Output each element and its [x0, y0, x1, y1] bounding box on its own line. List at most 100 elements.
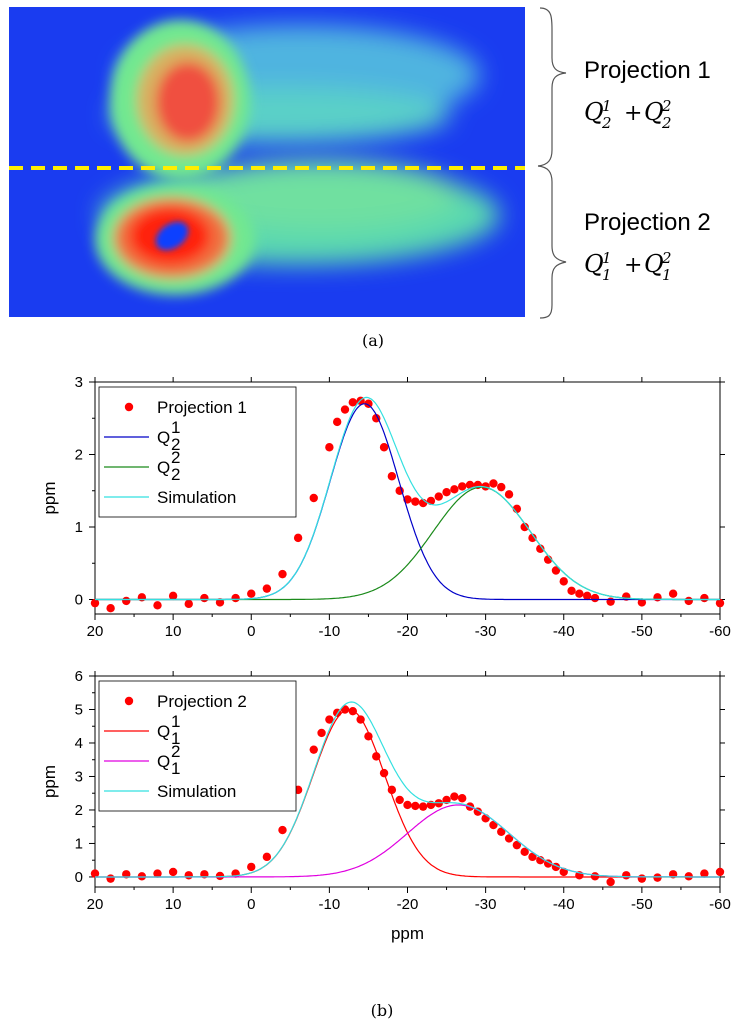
- data-point: [700, 593, 709, 603]
- data-point: [715, 867, 725, 877]
- data-point: [247, 862, 256, 872]
- y-tick-label: 4: [75, 735, 83, 752]
- data-point: [684, 596, 693, 606]
- data-point: [184, 599, 193, 609]
- x-tick-label: -30: [475, 896, 497, 913]
- data-point: [520, 847, 529, 857]
- legend-label-sub: 2: [171, 435, 180, 454]
- data-point: [715, 598, 725, 608]
- formula-term-sup: 2: [661, 97, 672, 115]
- projection-2-formula: Q 1 1 + Q 2 1: [584, 249, 672, 284]
- data-point: [512, 840, 522, 850]
- legend-label-sup: 1: [171, 712, 180, 731]
- data-point: [536, 544, 545, 553]
- data-point: [457, 794, 467, 803]
- formula-term-base: Q: [644, 98, 664, 126]
- data-point: [668, 589, 678, 598]
- data-point: [247, 589, 256, 598]
- projection-1-title: Projection 1: [584, 57, 711, 84]
- x-tick-label: -20: [397, 896, 419, 913]
- legend-label: Q: [157, 752, 170, 771]
- data-point: [590, 872, 600, 881]
- y-tick-label: 0: [75, 592, 83, 609]
- data-point: [106, 874, 115, 883]
- formula-term-base: Q: [584, 98, 604, 126]
- chart-panel: 20 10 0 -10 -20 -30 -40 -50 -600123ppmProjection…: [40, 374, 731, 1020]
- data-point: [489, 479, 498, 488]
- x-tick-label: -50: [631, 896, 653, 913]
- y-tick-label: 2: [75, 447, 83, 464]
- y-tick-label: 0: [75, 869, 83, 886]
- data-point: [590, 593, 600, 603]
- data-point: [90, 869, 100, 878]
- y-tick-label: 5: [75, 701, 83, 718]
- heatmap-core: [155, 221, 189, 251]
- data-point: [332, 417, 342, 427]
- fit-curve: [95, 701, 720, 878]
- legend-label: Projection 2: [157, 692, 247, 711]
- data-point: [582, 591, 592, 601]
- data-point: [348, 398, 358, 407]
- y-tick-label: 6: [75, 668, 83, 685]
- data-point: [700, 869, 709, 878]
- data-point: [364, 399, 373, 408]
- data-point: [520, 522, 529, 532]
- x-tick-label: -40: [553, 623, 575, 640]
- legend-label: Q: [157, 428, 170, 447]
- data-point: [137, 872, 147, 881]
- data-point: [684, 872, 693, 881]
- data-point: [231, 593, 240, 603]
- data-point: [450, 485, 459, 494]
- legend-marker: [124, 402, 134, 412]
- data-point: [90, 598, 100, 608]
- x-tick-label: 20: [87, 896, 104, 913]
- formula-term-sub: 2: [601, 114, 612, 132]
- data-point: [168, 591, 178, 601]
- data-point: [153, 601, 162, 610]
- formula-term-base: Q: [644, 250, 664, 278]
- y-tick-label: 1: [75, 519, 83, 536]
- legend-label: Q: [157, 722, 170, 741]
- formula-term-sub: 2: [661, 114, 672, 132]
- data-point: [442, 795, 451, 805]
- data-point: [153, 869, 162, 878]
- chart-projection-1: 20 10 0 -10 -20 -30 -40 -50 -600123ppmProjection…: [40, 374, 731, 640]
- data-point: [379, 443, 389, 452]
- x-tick-label: 0: [247, 896, 255, 913]
- data-point: [504, 490, 514, 499]
- formula-plus: +: [624, 101, 642, 126]
- data-point: [653, 873, 662, 882]
- legend-label: Simulation: [157, 488, 236, 507]
- data-point: [489, 820, 498, 830]
- formula-term-sub: 1: [602, 266, 612, 284]
- data-point: [403, 800, 412, 810]
- data-points: [90, 705, 725, 887]
- brace-top: [537, 7, 567, 167]
- y-tick-label: 3: [75, 374, 83, 391]
- x-tick-label: -50: [631, 623, 653, 640]
- x-tick-label: 10: [165, 896, 182, 913]
- data-point: [309, 493, 318, 503]
- data-point: [434, 492, 443, 501]
- x-tick-label: 10: [165, 623, 182, 640]
- formula-term-sup: 1: [602, 97, 612, 115]
- y-tick-label: 1: [75, 835, 83, 852]
- data-point: [465, 480, 475, 490]
- data-point: [567, 586, 576, 595]
- data-point: [325, 715, 334, 724]
- data-point: [122, 870, 131, 879]
- heatmap-panel: Projection 1 Q 1 2 + Q 2 2 Projection 2 …: [9, 7, 711, 350]
- data-point: [278, 825, 287, 835]
- data-point: [418, 802, 428, 811]
- projection-1-formula: Q 1 2 + Q 2 2: [584, 97, 672, 132]
- legend-label-sup: 1: [171, 418, 180, 437]
- formula-plus: +: [624, 253, 642, 278]
- data-point: [497, 827, 506, 836]
- heatmap-peak-upper: [110, 20, 250, 180]
- legend-label: Projection 1: [157, 398, 247, 417]
- data-point: [278, 569, 287, 579]
- y-tick-label: 2: [75, 802, 83, 819]
- legend-label: Q: [157, 458, 170, 477]
